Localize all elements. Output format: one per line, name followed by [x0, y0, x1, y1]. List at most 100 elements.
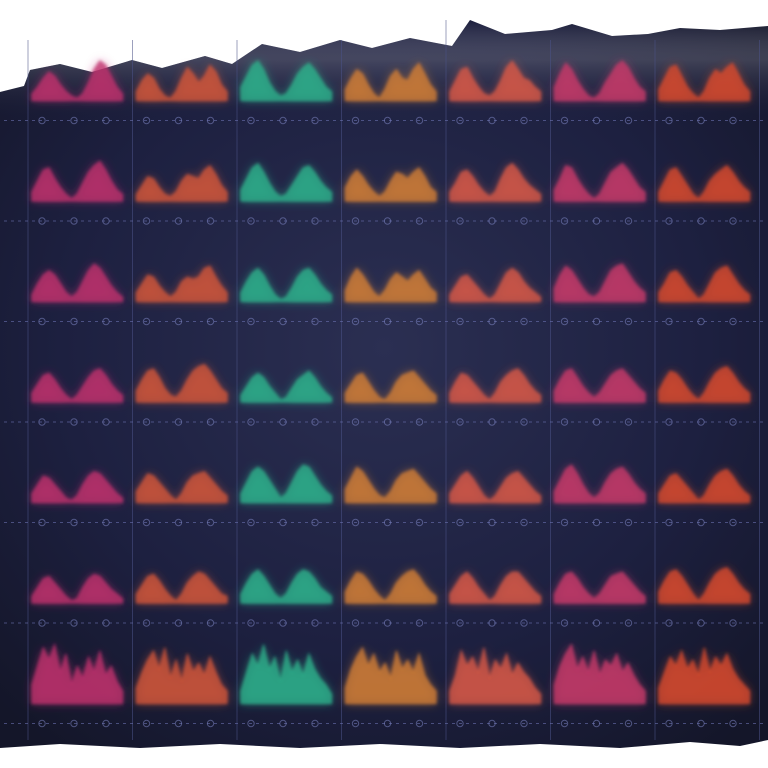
tick-mark — [70, 418, 78, 426]
series-area — [449, 471, 541, 503]
tick-mark — [415, 518, 424, 527]
tick-mark — [383, 317, 392, 326]
tick-mark — [102, 518, 110, 527]
series-area — [345, 646, 437, 704]
tick-mark — [174, 317, 183, 326]
tick-mark — [206, 719, 215, 728]
series-area — [449, 571, 541, 604]
tick-mark — [520, 418, 528, 426]
tick-mark — [624, 317, 633, 326]
tick-mark — [351, 217, 360, 225]
tick-mark — [592, 719, 601, 728]
series-area — [658, 647, 750, 704]
tick-mark — [206, 317, 215, 326]
series-area — [31, 573, 123, 604]
series-area — [345, 167, 437, 202]
tick-mark — [729, 217, 737, 225]
series-area — [240, 370, 332, 403]
tick-mark — [697, 518, 705, 527]
tick-mark — [311, 317, 319, 326]
series-area — [658, 62, 750, 101]
series-area — [345, 569, 437, 604]
tick-mark — [247, 418, 255, 426]
tick-mark — [174, 619, 183, 627]
tick-mark — [383, 518, 392, 527]
tick-mark — [488, 719, 496, 728]
tick-mark — [520, 217, 528, 225]
tick-mark — [456, 116, 464, 125]
tick-mark — [592, 317, 601, 326]
series-area — [240, 464, 332, 503]
series-area — [658, 366, 750, 403]
tick-mark — [665, 116, 673, 125]
tick-mark — [697, 719, 705, 728]
series-area — [136, 165, 228, 202]
tick-mark — [383, 619, 392, 627]
tick-mark — [592, 217, 601, 225]
series-area — [554, 60, 646, 101]
tick-mark — [102, 317, 110, 326]
series-area — [345, 466, 437, 503]
tick-mark — [142, 116, 151, 125]
tick-mark — [592, 116, 601, 125]
tick-mark — [142, 317, 151, 326]
tick-mark — [206, 116, 215, 125]
tick-mark — [38, 619, 46, 627]
tick-mark — [38, 719, 46, 728]
tick-mark — [206, 518, 215, 527]
tick-mark — [70, 317, 78, 326]
series-area — [136, 265, 228, 302]
tick-mark — [102, 619, 110, 627]
tick-mark — [279, 418, 287, 426]
tick-mark — [488, 418, 496, 426]
tick-mark — [624, 418, 633, 426]
panel-haze — [0, 20, 768, 120]
series-area — [554, 643, 646, 704]
tick-mark — [592, 619, 601, 627]
tick-mark — [729, 719, 737, 728]
tick-mark — [206, 217, 215, 225]
tick-mark — [174, 719, 183, 728]
tick-mark — [142, 418, 151, 426]
tick-mark — [665, 619, 673, 627]
tick-mark — [456, 518, 464, 527]
tick-mark — [247, 719, 255, 728]
tick-mark — [456, 317, 464, 326]
tick-mark — [456, 719, 464, 728]
tick-mark — [383, 116, 392, 125]
series-area — [31, 263, 123, 302]
series-area — [658, 567, 750, 604]
tick-mark — [247, 217, 255, 225]
tick-mark — [697, 418, 705, 426]
tick-mark — [247, 518, 255, 527]
tick-mark — [520, 719, 528, 728]
tick-mark — [415, 719, 424, 728]
tick-mark — [488, 217, 496, 225]
tick-mark — [697, 317, 705, 326]
tick-mark — [665, 719, 673, 728]
tick-mark — [520, 116, 528, 125]
tick-mark — [560, 116, 569, 125]
tick-mark — [38, 116, 46, 125]
tick-mark — [520, 518, 528, 527]
tick-mark — [488, 518, 496, 527]
series-area — [31, 160, 123, 202]
tick-mark — [311, 418, 319, 426]
series-area — [136, 647, 228, 704]
series-area — [345, 62, 437, 101]
tick-mark — [102, 418, 110, 426]
tick-mark — [70, 116, 78, 125]
series-area — [31, 368, 123, 403]
tick-mark — [311, 217, 319, 225]
tick-mark — [729, 116, 737, 125]
tick-mark — [142, 719, 151, 728]
tick-mark — [38, 418, 46, 426]
tick-mark — [560, 418, 569, 426]
series-area — [345, 370, 437, 403]
tick-mark — [665, 418, 673, 426]
tick-mark — [560, 217, 569, 225]
tick-mark — [383, 217, 392, 225]
tick-mark — [247, 116, 255, 125]
series-area — [31, 60, 123, 101]
